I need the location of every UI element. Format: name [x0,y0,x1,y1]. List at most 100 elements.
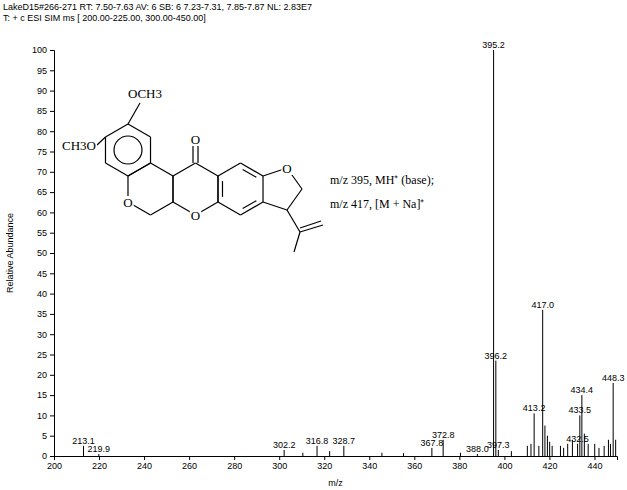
atom-label: OCH3 [128,86,162,101]
x-tick-label: 360 [407,461,422,471]
y-tick: 90 [37,86,54,96]
atom-mask [127,87,163,100]
bond [128,163,151,176]
peak [615,440,616,456]
bond [128,163,151,176]
peak-label: 448.3 [602,373,625,383]
y-tick-label: 10 [37,411,47,421]
peak [329,451,330,456]
peak [284,450,285,456]
bond [196,163,219,176]
bond [151,202,174,215]
y-tick: 65 [37,187,54,197]
y-tick: 55 [37,228,54,238]
y-tick-label: 20 [37,370,47,380]
atom-label: CH3O [62,138,96,153]
x-tick-label: 400 [497,461,512,471]
y-tick-mark [50,294,54,295]
x-tick-mark [414,456,415,460]
peak [83,446,84,456]
peak-label: 433.5 [569,405,592,415]
y-tick: 85 [37,106,54,116]
x-tick-label: 260 [182,461,197,471]
y-tick-mark [50,131,54,132]
y-tick: 10 [37,411,54,421]
annotations: m/z 395, MH⁺ (base);m/z 417, [M + Na]⁺ [330,173,434,211]
x-tick-label: 380 [452,461,467,471]
peak-label: 397.3 [487,440,510,450]
bond [217,176,218,202]
y-tick: 40 [37,289,54,299]
peak [98,454,99,456]
y-tick-mark [50,273,54,274]
x-tick-label: 280 [227,461,242,471]
x-tick-mark [369,456,370,460]
bond [172,176,173,202]
y-tick-label: 80 [37,127,47,137]
y-tick-label: 55 [37,228,47,238]
peak-label: 302.2 [273,440,296,450]
y-tick-mark [50,395,54,396]
peak [511,451,512,456]
y-axis-line [50,51,55,457]
bond [105,137,106,163]
peak [343,446,344,456]
bond [128,103,140,124]
peak [460,453,461,456]
x-tick: 380 [452,456,467,471]
peak [431,448,432,456]
x-tick: 360 [407,456,422,471]
peaks [84,50,616,456]
y-tick-mark [50,172,54,173]
bond [218,163,241,176]
bond [294,232,300,252]
x-tick-mark [279,456,280,460]
peak [493,50,494,456]
y-tick: 5 [42,431,54,441]
peak [534,413,535,456]
atom-mask [190,133,201,146]
y-tick-label: 65 [37,187,47,197]
x-tick-label: 200 [47,461,62,471]
x-tick-label: 420 [542,461,557,471]
bond [105,163,128,176]
y-tick-label: 70 [37,167,47,177]
peak [563,448,564,456]
y-tick-label: 40 [37,289,47,299]
x-axis-line [55,457,618,461]
y-tick-label: 25 [37,350,47,360]
y-tick-mark [50,375,54,376]
peak-label: 396.2 [485,351,508,361]
y-tick-mark [50,355,54,356]
peak [498,450,499,456]
peak [581,395,582,456]
bond [300,221,321,228]
x-tick-mark [459,456,460,460]
peak [598,448,599,456]
peak [577,444,578,456]
x-tick-label: 340 [362,461,377,471]
y-tick: 35 [37,309,54,319]
aromatic-ring [114,136,142,164]
x-tick-label: 320 [317,461,332,471]
peak-label: 395.2 [482,40,505,50]
x-tick: 220 [92,456,107,471]
y-tick: 80 [37,127,54,137]
y-tick-mark [50,415,54,416]
bond [192,146,193,163]
y-tick-label: 30 [37,330,47,340]
x-tick: 320 [317,456,332,471]
x-tick: 420 [542,456,557,471]
y-tick-label: 15 [37,390,47,400]
y-tick: 0 [42,451,54,461]
atom-mask [190,209,201,222]
x-tick-mark [99,456,100,460]
x-tick: 300 [272,456,287,471]
y-tick-mark [50,152,54,153]
y-tick-label: 5 [42,431,47,441]
y-tick-label: 75 [37,147,47,157]
y-tick-mark [50,314,54,315]
x-tick-mark [144,456,145,460]
annotation: m/z 417, [M + Na]⁺ [330,197,424,211]
peak-label: 417.0 [531,300,554,310]
